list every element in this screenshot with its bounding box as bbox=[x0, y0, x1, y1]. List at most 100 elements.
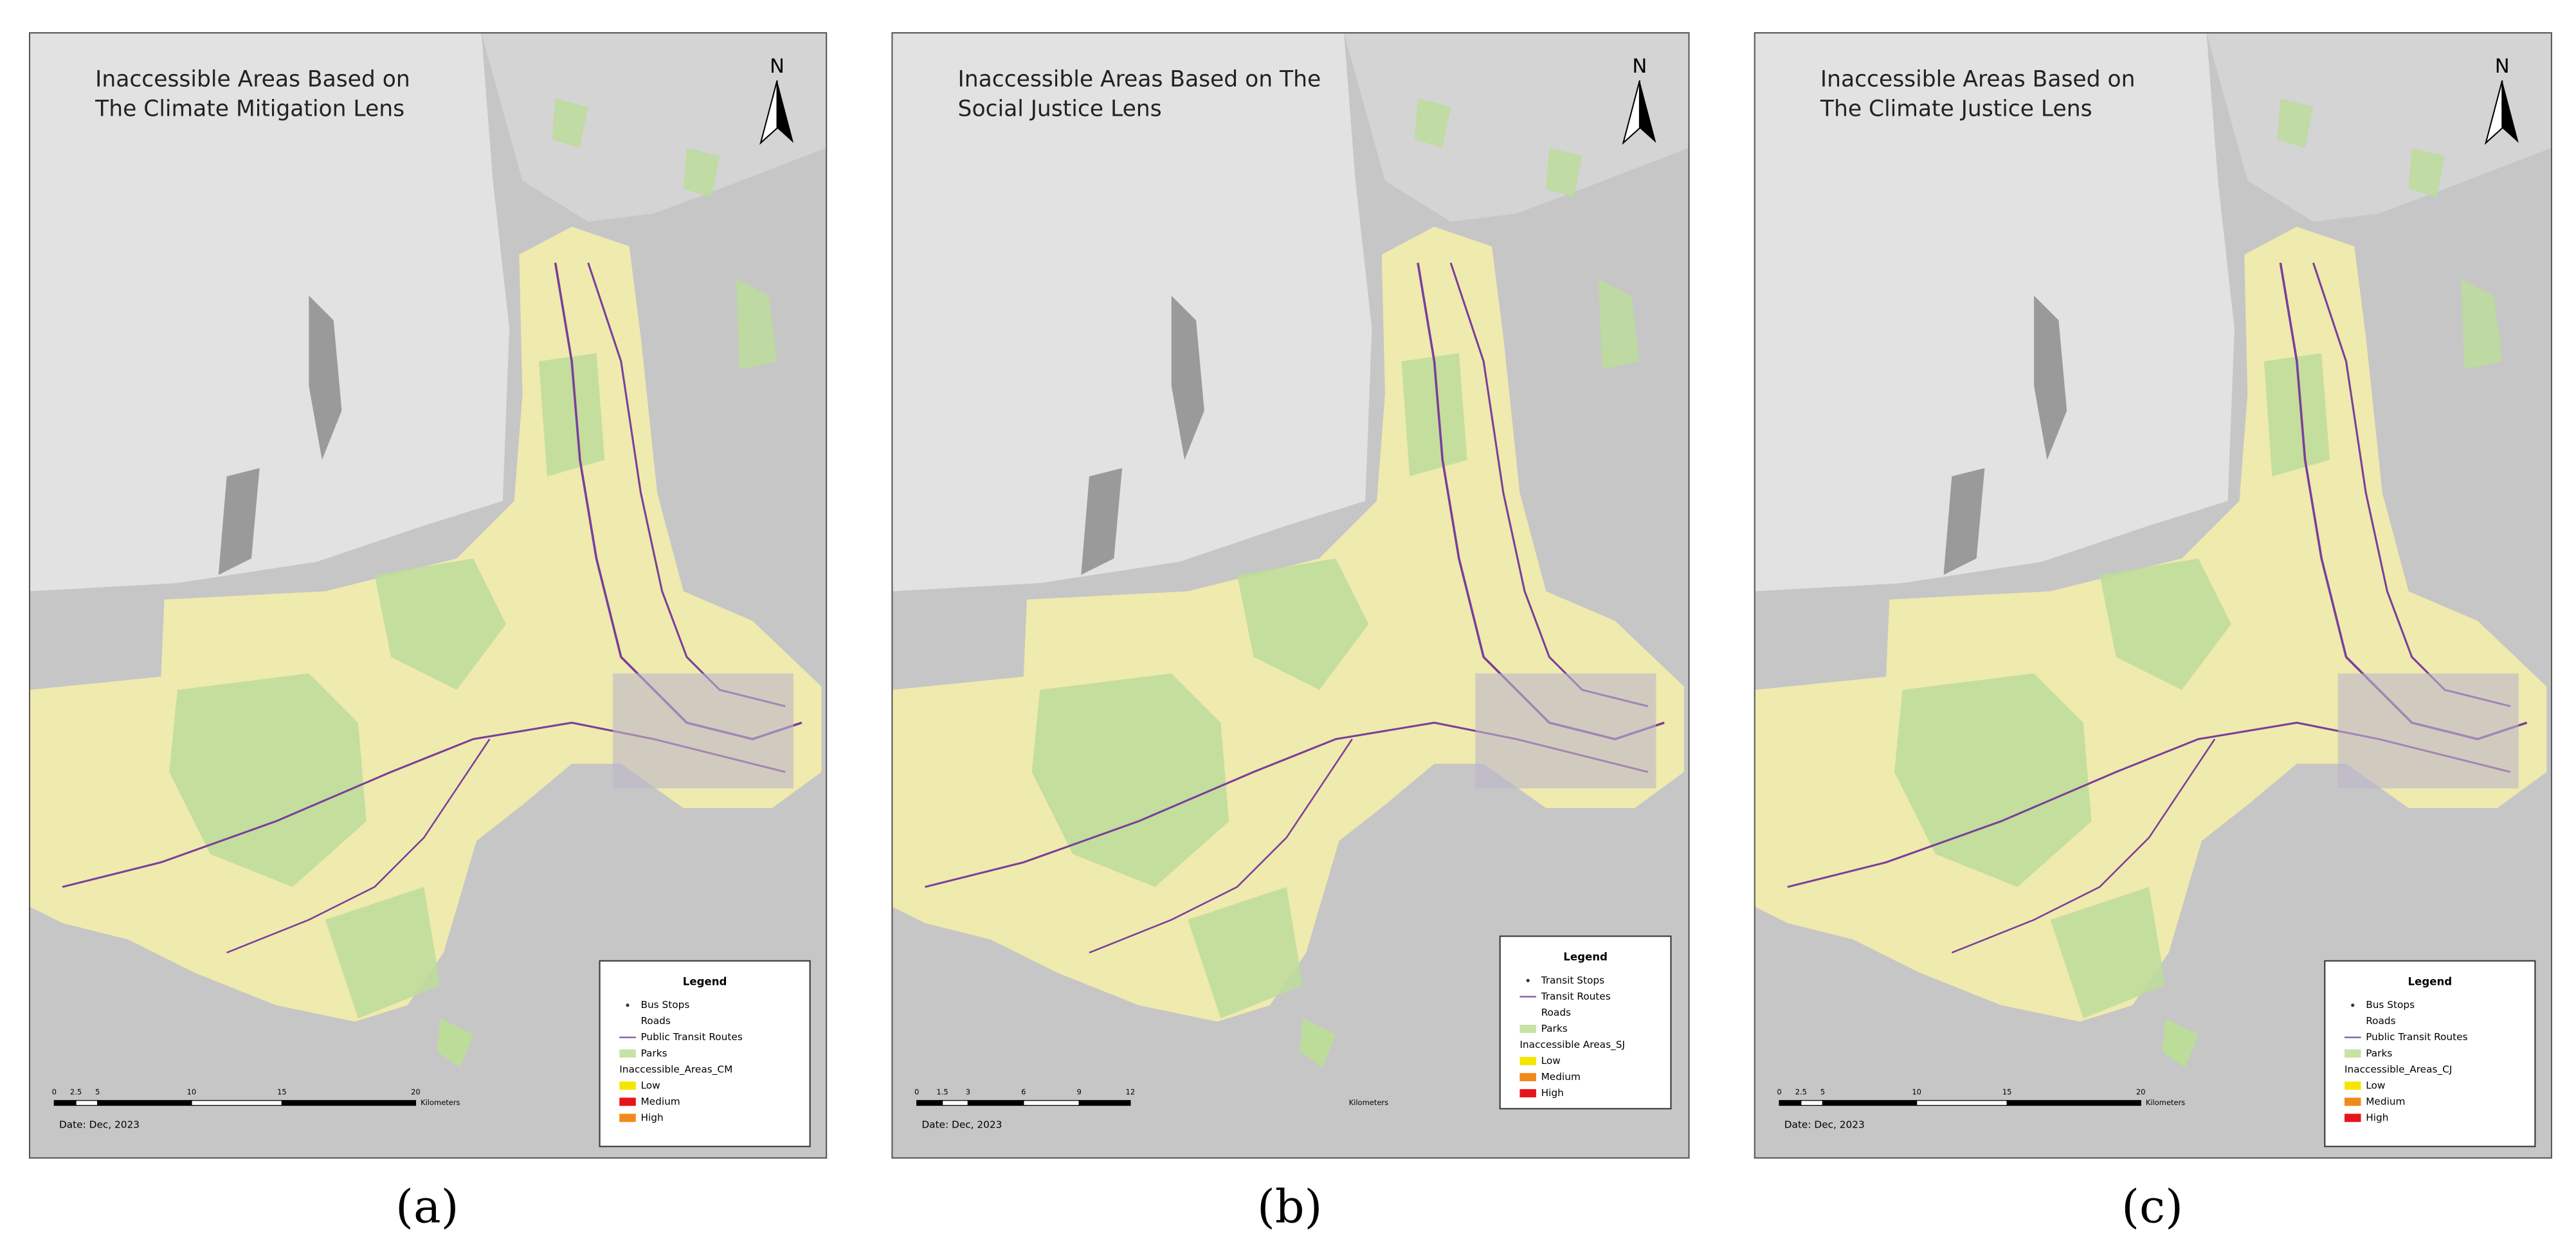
scale-tick-label: 1.5 bbox=[936, 1088, 948, 1097]
scale-tick-label: 0 bbox=[914, 1088, 919, 1097]
scale-unit: Kilometers bbox=[2146, 1098, 2185, 1107]
scale-bar-segment bbox=[1023, 1100, 1080, 1106]
legend-park-symbol bbox=[1519, 1025, 1536, 1033]
legend-park-symbol bbox=[2344, 1049, 2361, 1058]
map-panel: Inaccessible Areas Based on The Climate M… bbox=[28, 32, 828, 1234]
legend-layer: Inaccessible_Areas_CM bbox=[619, 1063, 732, 1076]
map-title: The Climate Justice Lens bbox=[1820, 96, 2092, 122]
scale-tick-label: 15 bbox=[277, 1088, 287, 1097]
scale-tick-label: 0 bbox=[52, 1088, 57, 1097]
legend-park-symbol bbox=[619, 1049, 636, 1058]
scale-tick-label: 3 bbox=[966, 1088, 970, 1097]
legend-stop-symbol bbox=[2351, 1004, 2355, 1007]
north-arrow bbox=[2484, 80, 2503, 145]
legend-item: Transit Stops bbox=[1541, 975, 1604, 986]
north-label: N bbox=[1632, 55, 1647, 78]
legend-layer: Inaccessible Areas_SJ bbox=[1519, 1039, 1625, 1051]
legend-item: Parks bbox=[2366, 1047, 2392, 1059]
north-label: N bbox=[770, 55, 785, 78]
legend-class-swatch bbox=[1519, 1057, 1536, 1065]
scale-bar-segment bbox=[941, 1100, 969, 1106]
panel-label: (b) bbox=[1257, 1180, 1323, 1234]
scale-bar-segment bbox=[967, 1100, 1024, 1106]
scale-tick-label: 20 bbox=[411, 1088, 421, 1097]
scale-bar-segment bbox=[53, 1100, 77, 1106]
legend-item: Parks bbox=[1541, 1023, 1568, 1034]
scale-bar-segment bbox=[97, 1100, 192, 1106]
map-panel: Inaccessible Areas Based on The Social Ju… bbox=[891, 32, 1691, 1234]
scale-unit: Kilometers bbox=[1349, 1098, 1388, 1107]
legend-item: Roads bbox=[640, 1015, 670, 1027]
legend-title: Legend bbox=[1563, 951, 1608, 963]
scale-tick-label: 2.5 bbox=[1795, 1088, 1807, 1097]
scale-tick-label: 10 bbox=[1912, 1088, 1921, 1097]
panel-border bbox=[1754, 32, 2552, 1159]
scale-tick-label: 9 bbox=[1076, 1088, 1081, 1097]
scale-tick-label: 5 bbox=[95, 1088, 100, 1097]
scale-bar-segment bbox=[1078, 1100, 1131, 1106]
legend-item: Roads bbox=[2366, 1015, 2395, 1027]
legend-class: High bbox=[1541, 1087, 1564, 1099]
legend-class: Medium bbox=[1541, 1071, 1581, 1083]
legend-class-swatch bbox=[619, 1097, 636, 1106]
scale-bar-segment bbox=[2006, 1100, 2141, 1106]
scale-tick-label: 0 bbox=[1777, 1088, 1781, 1097]
legend-item: Bus Stops bbox=[2366, 999, 2415, 1011]
scale-tick-label: 10 bbox=[187, 1088, 197, 1097]
legend-stop-symbol bbox=[1526, 978, 1530, 982]
legend-class-swatch bbox=[1519, 1073, 1536, 1081]
legend-item: Roads bbox=[1541, 1007, 1571, 1018]
legend-class: Low bbox=[640, 1079, 660, 1091]
legend-layer: Inaccessible_Areas_CJ bbox=[2345, 1063, 2452, 1076]
scale-bar-segment bbox=[1800, 1100, 1824, 1106]
map-panel: Inaccessible Areas Based on The Climate J… bbox=[1753, 32, 2553, 1234]
legend-item: Parks bbox=[640, 1047, 667, 1059]
legend-class: High bbox=[640, 1112, 663, 1123]
legend-class-swatch bbox=[1519, 1089, 1536, 1097]
legend-class: High bbox=[2366, 1112, 2388, 1123]
scale-tick-label: 15 bbox=[2002, 1088, 2012, 1097]
legend-class-swatch bbox=[619, 1081, 636, 1090]
scale-bar-segment bbox=[1822, 1100, 1918, 1106]
legend-class: Medium bbox=[2366, 1095, 2405, 1107]
scale-bar-segment bbox=[281, 1100, 417, 1106]
legend-item: Bus Stops bbox=[640, 999, 689, 1011]
scale-bar-segment bbox=[1779, 1100, 1802, 1106]
panel-label: (c) bbox=[2121, 1180, 2183, 1234]
legend-class-swatch bbox=[2344, 1113, 2361, 1122]
map-date: Date: Dec, 2023 bbox=[59, 1119, 140, 1131]
legend-title: Legend bbox=[683, 975, 727, 987]
north-label: N bbox=[2495, 55, 2510, 78]
scale-tick-label: 12 bbox=[1126, 1088, 1136, 1097]
legend-class: Low bbox=[1541, 1055, 1561, 1066]
legend-item: Public Transit Routes bbox=[2366, 1031, 2467, 1043]
scale-tick-label: 5 bbox=[1820, 1088, 1825, 1097]
legend-class-swatch bbox=[619, 1113, 636, 1122]
panel-label: (a) bbox=[395, 1180, 458, 1234]
scale-tick-label: 2.5 bbox=[70, 1088, 82, 1097]
legend-class-swatch bbox=[2344, 1097, 2361, 1106]
map-title: Inaccessible Areas Based on The bbox=[958, 67, 1321, 93]
map-date: Date: Dec, 2023 bbox=[1784, 1119, 1865, 1131]
legend-stop-symbol bbox=[626, 1004, 630, 1007]
map-title: Social Justice Lens bbox=[958, 96, 1162, 122]
scale-bar-segment bbox=[75, 1100, 98, 1106]
map-title: Inaccessible Areas Based on bbox=[95, 67, 410, 93]
scale-bar-segment bbox=[191, 1100, 283, 1106]
map-title: The Climate Mitigation Lens bbox=[95, 96, 404, 122]
map-date: Date: Dec, 2023 bbox=[921, 1119, 1002, 1131]
scale-tick-label: 6 bbox=[1021, 1088, 1026, 1097]
north-arrow bbox=[759, 80, 778, 145]
north-arrow bbox=[1622, 80, 1640, 145]
scale-unit: Kilometers bbox=[421, 1098, 460, 1107]
legend-class: Low bbox=[2366, 1079, 2385, 1091]
scale-bar-segment bbox=[916, 1100, 943, 1106]
legend-class-swatch bbox=[2344, 1081, 2361, 1090]
scale-bar-segment bbox=[1916, 1100, 2008, 1106]
panel-border bbox=[891, 32, 1690, 1159]
panel-border bbox=[28, 32, 828, 1159]
legend-class: Medium bbox=[640, 1095, 680, 1107]
legend-title: Legend bbox=[2408, 975, 2453, 987]
